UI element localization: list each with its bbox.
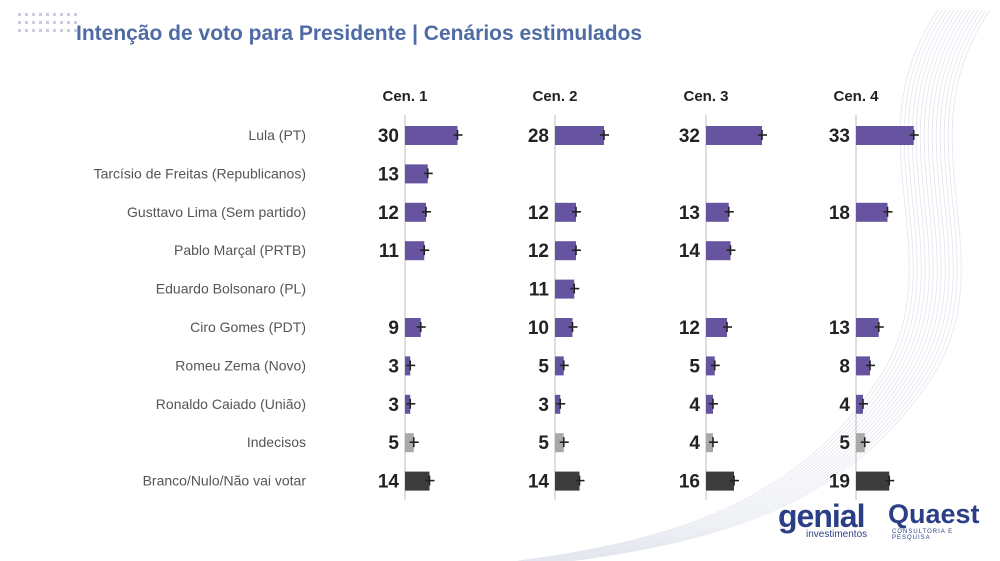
category-label: Tarcísio de Freitas (Republicanos) xyxy=(94,165,306,181)
bar xyxy=(405,471,430,491)
data-label: 4 xyxy=(839,395,850,416)
bar xyxy=(706,241,731,261)
data-label: 9 xyxy=(388,318,399,339)
data-label: 32 xyxy=(679,126,700,147)
data-label: 4 xyxy=(689,395,700,416)
decorative-wave-line xyxy=(557,9,979,561)
quaest-logo-subtitle: CONSULTORIA E PESQUISA xyxy=(892,529,954,541)
category-label: Ciro Gomes (PDT) xyxy=(190,319,306,335)
bar xyxy=(856,202,888,222)
data-label: 5 xyxy=(538,433,549,454)
bar xyxy=(405,318,421,337)
data-label: 3 xyxy=(538,395,549,416)
bar xyxy=(555,471,580,491)
decorative-wave-line xyxy=(537,9,959,561)
category-label: Lula (PT) xyxy=(248,127,306,143)
bar xyxy=(706,471,734,491)
category-label: Pablo Marçal (PRTB) xyxy=(174,242,306,258)
scenario-header: Cen. 1 xyxy=(382,88,427,105)
bar xyxy=(706,318,727,337)
bar xyxy=(555,126,604,145)
category-label: Branco/Nulo/Não vai votar xyxy=(143,473,307,489)
bar xyxy=(555,279,575,299)
page-title: Intenção de voto para Presidente | Cenár… xyxy=(76,22,643,45)
bar xyxy=(555,433,564,453)
data-label: 13 xyxy=(829,318,850,339)
data-label: 33 xyxy=(829,126,850,147)
bar xyxy=(405,164,428,184)
data-label: 14 xyxy=(378,472,400,493)
bar xyxy=(856,433,865,453)
data-label: 12 xyxy=(378,203,399,224)
decorative-wave-line xyxy=(541,9,963,561)
category-label: Ronaldo Caiado (União) xyxy=(156,396,306,412)
data-label: 14 xyxy=(528,472,550,493)
decorative-wave-line xyxy=(565,9,987,561)
bar xyxy=(555,318,573,337)
bar xyxy=(856,126,914,145)
genial-logo: genial xyxy=(778,498,865,534)
bar xyxy=(706,356,715,376)
data-label: 16 xyxy=(679,472,700,493)
data-label: 13 xyxy=(679,203,700,224)
data-label: 11 xyxy=(529,280,550,301)
bar xyxy=(555,202,576,222)
data-label: 5 xyxy=(538,356,549,377)
data-label: 10 xyxy=(528,318,549,339)
category-label: Romeu Zema (Novo) xyxy=(175,357,306,373)
data-label: 14 xyxy=(679,241,701,262)
genial-logo-subtitle: investimentos xyxy=(806,529,868,540)
data-label: 18 xyxy=(829,203,850,224)
data-label: 12 xyxy=(679,318,700,339)
brand-logos: genial investimentos Quaest CONSULTORIA … xyxy=(772,496,987,546)
scenario-header: Cen. 2 xyxy=(532,88,577,105)
data-label: 8 xyxy=(839,356,850,377)
decorative-wave-line xyxy=(549,9,971,561)
bar xyxy=(706,202,729,222)
data-label: 30 xyxy=(378,126,399,147)
data-label: 4 xyxy=(689,433,700,454)
bar xyxy=(405,126,458,145)
category-label: Indecisos xyxy=(247,434,306,450)
category-label: Eduardo Bolsonaro (PL) xyxy=(156,281,306,297)
decorative-wave-line xyxy=(533,9,955,561)
data-label: 13 xyxy=(378,164,399,185)
bar xyxy=(856,356,870,376)
category-label: Gusttavo Lima (Sem partido) xyxy=(127,204,306,220)
scenario-header: Cen. 4 xyxy=(833,88,879,105)
decorative-wave-line xyxy=(569,9,991,561)
data-label: 11 xyxy=(379,241,400,262)
data-label: 5 xyxy=(689,356,700,377)
quaest-logo: Quaest xyxy=(888,499,980,529)
data-label: 12 xyxy=(528,241,549,262)
bar xyxy=(405,241,425,261)
decorative-wave-line xyxy=(561,9,983,561)
scenario-header: Cen. 3 xyxy=(683,88,728,105)
data-label: 3 xyxy=(388,356,399,377)
corner-decoration xyxy=(18,8,80,37)
data-label: 5 xyxy=(839,433,850,454)
decorative-wave-line xyxy=(545,9,967,561)
data-label: 3 xyxy=(388,395,399,416)
bar xyxy=(706,126,762,145)
bar xyxy=(555,241,576,261)
bar xyxy=(405,433,414,453)
bar xyxy=(856,471,890,491)
data-label: 28 xyxy=(528,126,549,147)
data-label: 5 xyxy=(388,433,399,454)
bar xyxy=(405,202,426,222)
bar xyxy=(856,318,879,337)
data-label: 19 xyxy=(829,472,850,493)
decorative-wave-line xyxy=(553,9,975,561)
bar xyxy=(555,356,564,376)
data-label: 12 xyxy=(528,203,549,224)
